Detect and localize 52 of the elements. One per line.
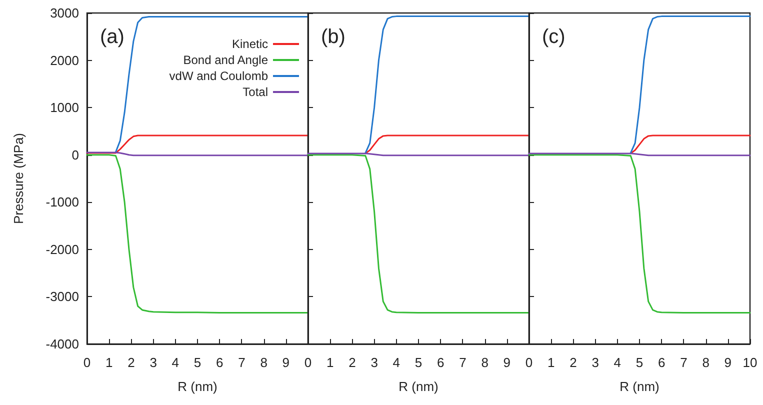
x-tick-label: 3 <box>150 355 157 370</box>
x-tick-label: 6 <box>216 355 224 370</box>
x-tick-label: 7 <box>238 355 246 370</box>
y-axis-title: Pressure (MPa) <box>11 132 26 224</box>
x-tick-label: 6 <box>658 355 666 370</box>
x-tick-label: 1 <box>326 355 334 370</box>
x-tick-label: 0 <box>525 355 533 370</box>
x-tick-label: 7 <box>459 355 466 370</box>
x-tick-label: 0 <box>83 355 91 370</box>
x-axis-title: R (nm) <box>398 379 438 394</box>
y-tick-label: 2000 <box>50 52 79 68</box>
x-tick-label: 3 <box>370 355 378 370</box>
x-tick-label: 1 <box>547 355 555 370</box>
x-axis-title: R (nm) <box>620 379 660 394</box>
legend-label: Kinetic <box>232 37 268 51</box>
x-tick-label: 9 <box>503 355 511 370</box>
x-tick-label: 8 <box>702 355 710 370</box>
x-tick-label: 9 <box>724 355 732 370</box>
x-tick-label: 3 <box>592 355 599 370</box>
x-tick-label: 7 <box>680 355 688 370</box>
y-tick-label: 1000 <box>50 100 79 116</box>
x-tick-label: 5 <box>194 355 202 370</box>
legend-label: Total <box>242 85 268 99</box>
line-series <box>86 154 309 314</box>
x-tick-label: 1 <box>105 355 113 370</box>
y-tick-label: 0 <box>72 147 79 162</box>
x-tick-label: 2 <box>348 355 356 370</box>
y-tick-label: 3000 <box>50 6 79 20</box>
text: (c) <box>542 26 566 48</box>
y-tick-label: -3000 <box>46 289 79 304</box>
x-tick-label: 2 <box>128 355 135 370</box>
x-tick-label: 6 <box>436 355 444 370</box>
x-tick-label: 5 <box>636 355 644 370</box>
x-tick-label: 4 <box>172 355 180 370</box>
x-tick-label: 10 <box>742 355 758 370</box>
y-tick-label: -2000 <box>46 242 79 257</box>
y-tick-label: -1000 <box>46 194 79 210</box>
x-axis-title: R (nm) <box>178 379 218 394</box>
legend-label: vdW and Coulomb <box>169 69 268 83</box>
x-tick-label: 4 <box>392 355 400 370</box>
text: (b) <box>321 26 346 48</box>
x-tick-label: 4 <box>614 355 622 370</box>
legend-label: Bond and Angle <box>183 53 268 67</box>
y-tick-label: -4000 <box>46 336 79 352</box>
x-tick-label: 8 <box>260 355 268 370</box>
text: (a) <box>100 26 124 48</box>
x-tick-label: 0 <box>304 355 312 370</box>
x-tick-label: 8 <box>481 355 488 370</box>
x-tick-label: 5 <box>414 355 422 370</box>
x-tick-label: 9 <box>282 355 290 370</box>
x-tick-label: 2 <box>570 355 577 370</box>
line-series <box>86 134 309 154</box>
